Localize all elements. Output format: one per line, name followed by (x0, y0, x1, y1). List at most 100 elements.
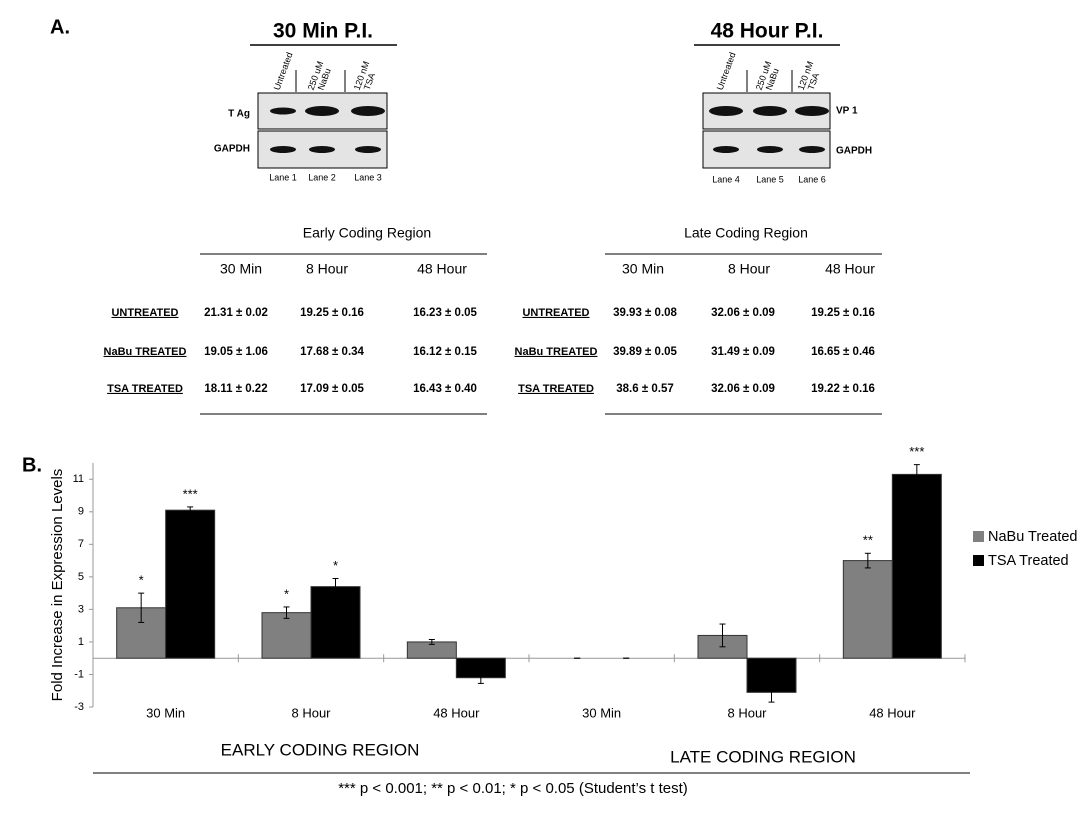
table-cell: 19.05 ± 1.06 (204, 346, 268, 358)
error-bar (332, 577, 339, 596)
panel-label: A. (50, 16, 70, 38)
table-cell: 16.65 ± 0.46 (811, 346, 875, 358)
error-bar (864, 552, 871, 569)
footnote: *** p < 0.001; ** p < 0.01; * p < 0.05 (… (338, 780, 688, 797)
significance-label: * (139, 573, 144, 588)
y-tick-label: -3 (74, 701, 84, 713)
error-bar (719, 623, 726, 648)
error-bar (913, 464, 920, 485)
blot-row-label: VP 1 (836, 106, 858, 117)
blot-title: 48 Hour P.I. (711, 20, 824, 43)
row-label: NaBu TREATED (515, 346, 598, 358)
lane-label: Lane 5 (756, 174, 784, 184)
column-header: 8 Hour (306, 261, 348, 277)
table-cell: 16.43 ± 0.40 (413, 383, 477, 395)
bar (165, 509, 216, 659)
table-cell: 19.25 ± 0.16 (811, 307, 875, 319)
y-tick-label: 3 (78, 603, 84, 615)
row-label: UNTREATED (522, 307, 589, 319)
x-tick-label: 30 Min (146, 705, 185, 720)
blot-band (270, 146, 296, 153)
y-tick-label: 11 (73, 473, 84, 485)
blot-row-label: GAPDH (214, 144, 250, 155)
table-cell: 19.22 ± 0.16 (811, 383, 875, 395)
lane-header: Untreated (715, 51, 738, 92)
x-tick-label: 48 Hour (869, 705, 916, 720)
blot-title: 30 Min P.I. (273, 20, 373, 43)
lane-label: Lane 1 (269, 172, 297, 182)
blot-band (270, 107, 296, 115)
column-header: 30 Min (220, 261, 262, 277)
table-cell: 17.09 ± 0.05 (300, 383, 364, 395)
significance-label: *** (909, 444, 924, 459)
table-cell: 39.89 ± 0.05 (613, 346, 677, 358)
table-cell: 16.23 ± 0.05 (413, 307, 477, 319)
blot-band (305, 106, 339, 116)
column-header: 48 Hour (417, 261, 467, 277)
table-cell: 21.31 ± 0.02 (204, 307, 268, 319)
blot-band (795, 106, 829, 116)
column-header: 48 Hour (825, 261, 875, 277)
y-tick-label: 1 (78, 636, 84, 648)
y-axis-label: Fold Increase in Expression Levels (49, 469, 66, 702)
bar (842, 560, 893, 659)
blot-band (309, 146, 335, 153)
table-title: Late Coding Region (684, 225, 808, 241)
lane-label: Lane 3 (354, 172, 382, 182)
significance-label: * (333, 558, 338, 573)
error-bar (768, 682, 775, 703)
y-tick-label: -1 (74, 668, 84, 680)
panel-label: B. (22, 454, 42, 476)
legend-label: TSA Treated (988, 553, 1069, 569)
group-label: EARLY CODING REGION (221, 740, 420, 759)
lane-label: Lane 6 (798, 174, 826, 184)
x-tick-label: 8 Hour (291, 705, 331, 720)
bar (310, 586, 361, 659)
lane-header: Untreated (272, 51, 295, 92)
bar (261, 612, 312, 659)
table-cell: 32.06 ± 0.09 (711, 383, 775, 395)
row-label: UNTREATED (111, 307, 178, 319)
significance-label: ** (863, 533, 873, 548)
x-tick-label: 48 Hour (433, 705, 480, 720)
blot-row-label: T Ag (228, 109, 250, 120)
table-cell: 39.93 ± 0.08 (613, 307, 677, 319)
blot-row-label: GAPDH (836, 146, 872, 157)
table-cell: 19.25 ± 0.16 (300, 307, 364, 319)
table-cell: 32.06 ± 0.09 (711, 307, 775, 319)
lane-label: Lane 4 (712, 174, 740, 184)
blot-band (753, 106, 787, 116)
table-cell: 17.68 ± 0.34 (300, 346, 364, 358)
legend-swatch (973, 531, 984, 542)
x-tick-label: 30 Min (582, 705, 621, 720)
table-cell: 18.11 ± 0.22 (204, 383, 267, 395)
table-cell: 38.6 ± 0.57 (616, 383, 673, 395)
significance-label: * (284, 586, 289, 601)
blot-band (713, 146, 739, 153)
blot-band (709, 106, 743, 116)
row-label: TSA TREATED (107, 383, 183, 395)
error-bar (283, 606, 290, 619)
legend-label: NaBu Treated (988, 529, 1077, 545)
table-title: Early Coding Region (303, 225, 431, 241)
table-cell: 16.12 ± 0.15 (413, 346, 477, 358)
legend-swatch (973, 555, 984, 566)
row-label: TSA TREATED (518, 383, 594, 395)
bar (891, 473, 942, 659)
y-tick-label: 7 (78, 538, 84, 550)
error-bar (138, 592, 145, 623)
significance-label: *** (183, 486, 198, 501)
blot-band (799, 146, 825, 153)
blot-band (355, 146, 381, 153)
column-header: 30 Min (622, 261, 664, 277)
group-label: LATE CODING REGION (670, 747, 856, 766)
table-cell: 31.49 ± 0.09 (711, 346, 775, 358)
blot-band (757, 146, 783, 153)
error-bar (477, 671, 484, 684)
blot-band (351, 106, 385, 116)
column-header: 8 Hour (728, 261, 770, 277)
x-tick-label: 8 Hour (727, 705, 767, 720)
y-tick-label: 9 (78, 506, 84, 518)
error-bar (428, 638, 435, 645)
